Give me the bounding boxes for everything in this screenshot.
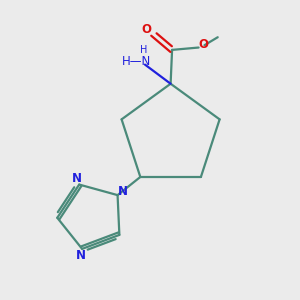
Text: O: O [142,23,152,36]
Text: H—N: H—N [122,55,152,68]
Text: O: O [198,38,208,51]
Text: N: N [118,184,128,198]
Text: N: N [75,249,85,262]
Text: H: H [140,46,148,56]
Text: N: N [72,172,82,185]
